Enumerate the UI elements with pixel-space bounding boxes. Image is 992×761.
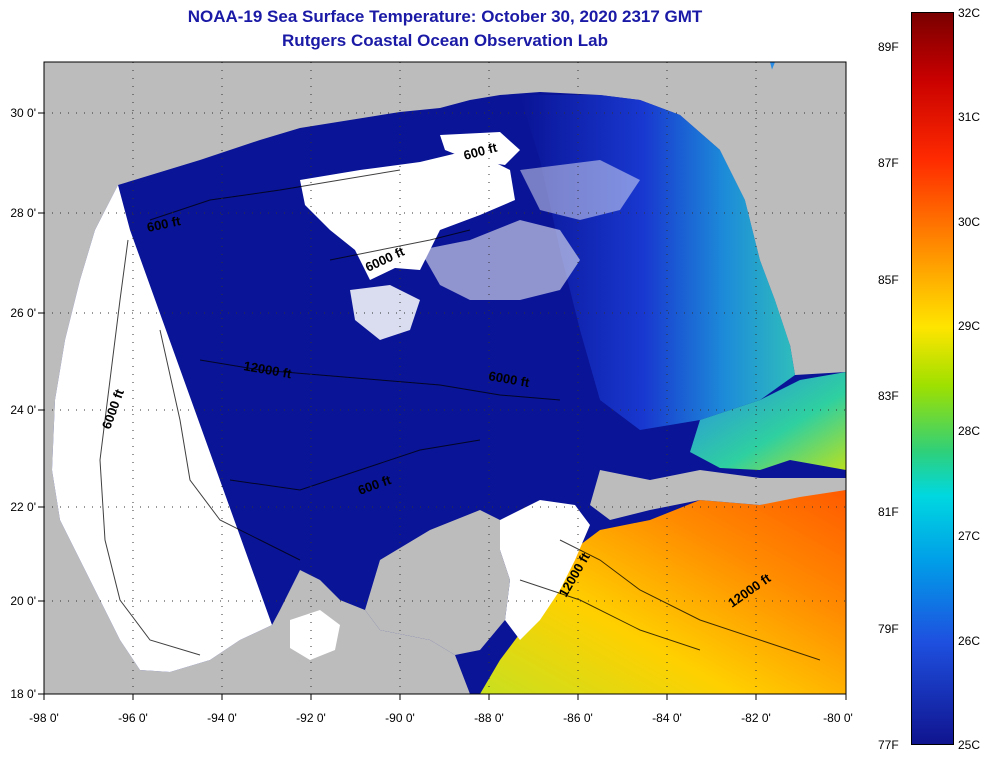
colorbar-fahrenheit-label: 77F	[878, 738, 899, 752]
lon-tick-label: -88 0'	[474, 711, 504, 725]
lat-tick-label: 28 0'	[10, 206, 36, 220]
colorbar-celsius-label: 26C	[958, 634, 981, 648]
colorbar-fahrenheit-label: 83F	[878, 389, 899, 403]
lon-tick-label: -82 0'	[741, 711, 771, 725]
colorbar-fahrenheit-label: 81F	[878, 505, 899, 519]
map-title: NOAA-19 Sea Surface Temperature: October…	[187, 7, 703, 26]
contour-label: 600 ft	[146, 213, 183, 235]
contour-label: 6000 ft	[487, 368, 531, 390]
colorbar-celsius-label: 29C	[958, 319, 981, 333]
florida-land	[720, 62, 846, 345]
lon-tick-label: -98 0'	[29, 711, 59, 725]
lat-tick-label: 18 0'	[10, 687, 36, 701]
axis-ticks	[38, 112, 847, 700]
colorbar-celsius-label: 25C	[958, 738, 981, 752]
lon-tick-label: -92 0'	[296, 711, 326, 725]
lat-tick-label: 22 0'	[10, 500, 36, 514]
depth-contours	[99, 169, 821, 661]
lon-tick-label: -90 0'	[385, 711, 415, 725]
lon-tick-label: -84 0'	[652, 711, 682, 725]
colorbar-fahrenheit-label: 87F	[878, 156, 899, 170]
colorbar-fahrenheit-label: 89F	[878, 40, 899, 54]
florida-straits-water	[690, 372, 846, 470]
no-data-region	[52, 185, 272, 672]
colorbar-fahrenheit-label: 79F	[878, 622, 899, 636]
eastern-gulf-warm-water	[520, 95, 795, 430]
yucatan-land	[365, 510, 510, 655]
colorbar-celsius-label: 31C	[958, 110, 981, 124]
cuba-land	[590, 470, 846, 520]
colorbar-celsius-label: 32C	[958, 6, 981, 20]
lat-tick-label: 26 0'	[10, 306, 36, 320]
map-frame	[43, 61, 847, 695]
lat-tick-label: 24 0'	[10, 403, 36, 417]
temperature-colorbar	[911, 12, 954, 745]
lon-tick-label: -96 0'	[118, 711, 148, 725]
colorbar-celsius-label: 27C	[958, 529, 981, 543]
cloud-cover	[290, 132, 640, 660]
colorbar-fahrenheit-label: 85F	[878, 273, 899, 287]
lat-tick-label: 30 0'	[10, 106, 36, 120]
lon-tick-label: -94 0'	[207, 711, 237, 725]
graticule	[44, 62, 846, 694]
map-subtitle: Rutgers Coastal Ocean Observation Lab	[282, 31, 608, 50]
caribbean-warm-water	[480, 490, 846, 694]
lon-tick-label: -80 0'	[823, 711, 853, 725]
colorbar-celsius-label: 30C	[958, 215, 981, 229]
colorbar-celsius-label: 28C	[958, 424, 981, 438]
lon-tick-label: -86 0'	[563, 711, 593, 725]
lat-tick-label: 20 0'	[10, 594, 36, 608]
